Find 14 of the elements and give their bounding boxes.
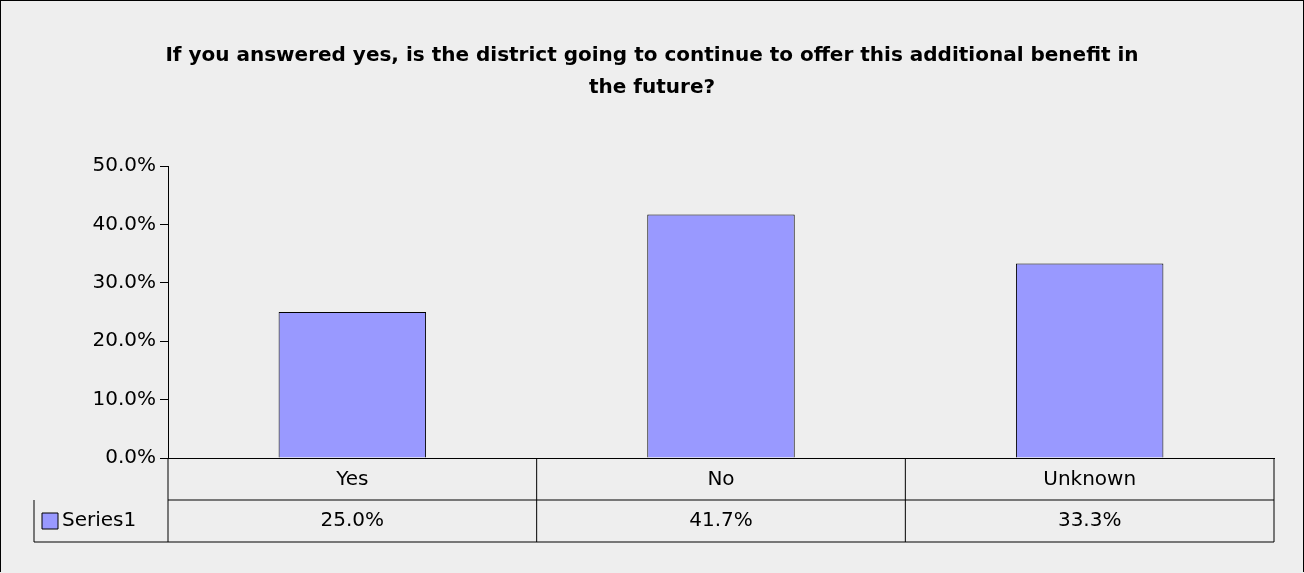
chart-title: If you answered yes, is the district going to continue to offer this additional benefit in the future? [164,41,1140,100]
y-tick-label: 50.0% [92,152,156,177]
data-label: 33.3% [1057,507,1122,532]
y-tick-label: 0.0% [105,444,156,469]
data-label: 41.7% [689,507,753,532]
y-tick-label: 20.0% [92,327,156,352]
legend-label: Series1 [62,507,137,532]
y-tick-label: 30.0% [92,269,156,293]
x-tick-label: No [707,466,735,491]
x-tick-label: Yes [335,466,369,491]
y-tick-label: 10.0% [92,385,156,410]
x-tick-label: Unknown [1043,466,1137,491]
data-label: 25.0% [320,507,385,532]
y-tick-label: 40.0% [92,210,156,235]
